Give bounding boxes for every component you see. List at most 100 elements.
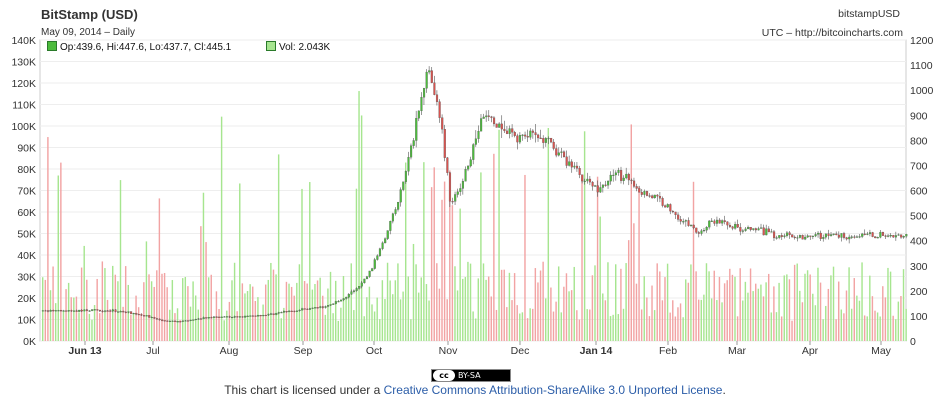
volume-bar: [415, 264, 417, 341]
volume-bar: [850, 308, 853, 341]
candle-body: [461, 181, 465, 189]
candle-body: [41, 310, 44, 312]
candle-body: [513, 132, 516, 136]
axes: 0K 10K 20K 30K 40K 50K 60K 70K 80K 90K 100K 110K 120…: [11, 35, 933, 357]
candle-body: [607, 180, 610, 186]
volume-bar: [578, 319, 581, 341]
volume-bar: [402, 291, 404, 341]
candle-body: [492, 117, 496, 125]
candle-body: [142, 315, 146, 317]
volume-bar: [327, 288, 329, 341]
volume-bar: [573, 266, 575, 341]
volume-bar: [239, 183, 241, 341]
candle-body: [703, 229, 706, 232]
license-link[interactable]: Creative Commons Attribution-ShareAlike …: [383, 383, 723, 397]
volume-bar: [845, 290, 848, 341]
volume-bar: [464, 277, 467, 341]
ohlc-legend-text: Op:439.6, Hi:447.6, Lo:437.7, Cl:445.1: [60, 42, 232, 53]
candle-body: [827, 233, 830, 236]
candle-body: [345, 297, 348, 299]
volume-bar: [780, 316, 783, 341]
volume-bar: [316, 280, 319, 341]
volume-bar: [249, 284, 251, 341]
candle-body: [700, 230, 703, 234]
candle-body: [508, 128, 511, 134]
candle-body: [568, 161, 571, 166]
candle-body: [791, 234, 794, 238]
volume-bar: [607, 262, 609, 341]
candle-body: [586, 178, 589, 182]
volume-bar: [552, 311, 555, 341]
y-left-tick-label: 60K: [17, 207, 36, 219]
volume-bar: [423, 162, 425, 341]
candle-body: [682, 221, 685, 223]
candle-body: [757, 228, 760, 231]
candle-body: [158, 318, 161, 321]
candle-body: [521, 134, 524, 136]
candle-body: [130, 311, 133, 314]
volume-bar: [736, 316, 739, 341]
candle-body: [640, 192, 643, 195]
candle-body: [262, 314, 265, 317]
candle-body: [83, 309, 86, 312]
volume-bar: [669, 312, 671, 341]
volume-bar: [521, 312, 524, 341]
candle-body: [384, 238, 387, 244]
volume-bar: [322, 295, 324, 341]
candle-body: [853, 236, 856, 238]
volume-bar: [456, 290, 459, 341]
volume-bar: [301, 188, 303, 341]
volume-bar: [757, 288, 760, 341]
candle-body: [109, 310, 112, 312]
candle-body: [614, 172, 617, 176]
candle-body: [337, 301, 340, 303]
volume-bar: [428, 300, 430, 341]
volume-bar: [70, 297, 72, 341]
volume-bar: [62, 311, 65, 341]
candle-body: [801, 235, 804, 240]
candle-body: [67, 310, 70, 312]
candle-body: [653, 194, 656, 199]
candle-body: [148, 315, 151, 318]
volume-bar: [563, 286, 565, 341]
candle-body: [713, 220, 716, 224]
volume-bar: [75, 296, 78, 341]
candle-body: [845, 237, 848, 240]
candle-body: [241, 316, 244, 318]
candle-body: [319, 306, 322, 308]
cc-license-badge[interactable]: cc BY-SA: [431, 369, 511, 382]
volume-bar: [503, 269, 505, 341]
candle-body: [399, 189, 402, 203]
candle-body: [752, 228, 755, 230]
candle-body: [679, 219, 682, 222]
volume-bar: [275, 274, 277, 341]
volume-bar: [716, 300, 718, 341]
volume-bar: [93, 305, 96, 341]
candle-body: [715, 219, 719, 224]
volume-bar: [353, 310, 355, 341]
volume-bar: [397, 263, 399, 341]
volume-bar: [596, 176, 599, 341]
candle-body: [477, 131, 480, 139]
volume-bar: [169, 309, 171, 341]
candle-body: [684, 220, 687, 222]
candle-body: [861, 233, 864, 237]
volume-bar: [467, 261, 469, 341]
candle-body: [101, 310, 104, 312]
volume-bar: [425, 284, 428, 341]
candle-body: [718, 219, 721, 224]
candle-body: [749, 227, 752, 230]
candle-body: [868, 232, 872, 235]
chart-title: BitStamp (USD): [41, 7, 138, 22]
candle-body: [117, 311, 120, 313]
candle-body: [728, 224, 732, 227]
volume-bar: [897, 301, 900, 341]
candle-body: [290, 310, 293, 312]
y-right-tick-label: 1000: [910, 85, 934, 97]
candle-body: [487, 115, 490, 117]
candle-body: [389, 221, 392, 231]
candle-body: [215, 316, 218, 318]
volume-bar: [622, 308, 625, 341]
candle-body: [474, 138, 477, 145]
candle-body: [98, 309, 102, 312]
